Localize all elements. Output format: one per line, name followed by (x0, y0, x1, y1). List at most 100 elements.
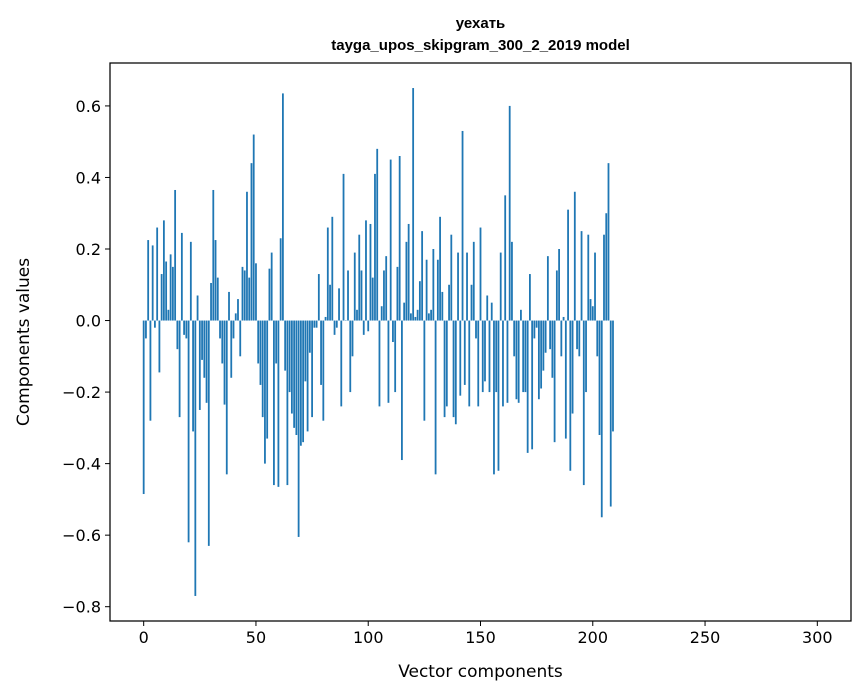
bar-24 (196, 295, 199, 321)
bar-150 (479, 227, 482, 321)
bar-6 (156, 227, 159, 321)
bar-128 (430, 309, 432, 321)
bar-12 (169, 254, 172, 321)
bar-156 (493, 320, 495, 475)
bar-129 (432, 249, 435, 321)
bar-8 (160, 274, 163, 321)
bar-10 (165, 261, 168, 321)
bar-64 (286, 320, 289, 486)
bar-76 (313, 320, 316, 328)
x-axis-ticks: 0 50 100 150 200 250 300 (139, 621, 833, 647)
bar-93 (351, 320, 354, 357)
bar-91 (347, 270, 349, 321)
bar-19 (185, 320, 188, 339)
bar-49 (252, 134, 255, 321)
bar-207 (607, 163, 610, 321)
bar-44 (241, 266, 244, 321)
x-tick-label: 50 (246, 628, 266, 647)
bar-168 (520, 309, 522, 321)
bar-22 (192, 320, 194, 432)
plot-frame (109, 62, 852, 622)
bar-32 (214, 240, 217, 321)
bar-183 (553, 320, 556, 443)
bar-71 (302, 320, 305, 443)
bar-13 (171, 266, 174, 321)
bar-52 (259, 320, 262, 385)
bar-56 (268, 268, 271, 321)
bar-134 (443, 320, 446, 418)
bar-158 (497, 320, 500, 471)
bar-9 (162, 220, 165, 321)
bar-132 (439, 216, 441, 321)
bar-17 (180, 232, 183, 321)
bar-164 (511, 241, 513, 321)
y-tick-label: 0.0 (76, 312, 101, 331)
bar-171 (526, 320, 529, 453)
bar-34 (219, 320, 221, 339)
y-tick-label: −0.4 (62, 455, 101, 474)
bar-98 (362, 320, 365, 335)
bar-31 (212, 189, 215, 321)
bar-79 (320, 320, 322, 385)
bar-1 (145, 320, 147, 339)
bar-135 (445, 320, 448, 407)
bar-82 (326, 227, 329, 321)
bar-185 (558, 249, 560, 321)
bar-199 (589, 299, 592, 321)
bar-143 (463, 320, 466, 385)
bar-15 (176, 320, 179, 350)
x-tick-label: 150 (465, 628, 496, 647)
bar-176 (537, 320, 540, 400)
bar-145 (468, 320, 471, 407)
bar-196 (582, 320, 585, 486)
bar-155 (490, 302, 493, 321)
bar-205 (603, 234, 605, 321)
bar-182 (551, 320, 554, 378)
bar-73 (306, 320, 309, 432)
bar-86 (335, 320, 338, 328)
bar-173 (531, 320, 534, 450)
bar-189 (567, 209, 569, 321)
bar-165 (513, 320, 516, 357)
bar-159 (499, 252, 502, 321)
y-tick-label: 0.2 (76, 240, 101, 259)
bar-206 (605, 213, 608, 321)
bar-48 (250, 163, 253, 321)
bar-109 (387, 320, 390, 403)
bar-72 (304, 320, 307, 382)
bar-140 (457, 252, 459, 321)
bar-131 (436, 259, 439, 321)
bar-60 (277, 320, 280, 487)
bar-70 (299, 320, 302, 446)
bar-122 (416, 309, 419, 321)
bar-142 (461, 130, 464, 321)
bar-200 (591, 306, 594, 321)
bar-23 (194, 320, 197, 596)
bar-166 (515, 320, 518, 400)
chart-title-line-2: tayga_upos_skipgram_300_2_2019 model (331, 37, 630, 54)
chart-title-line-1: уехать (456, 15, 506, 32)
bar-46 (246, 191, 248, 321)
bar-154 (488, 320, 491, 393)
bar-94 (353, 252, 356, 321)
bar-69 (297, 320, 300, 537)
bar-87 (338, 288, 340, 321)
bar-126 (425, 259, 428, 321)
bar-26 (201, 320, 203, 360)
bar-117 (405, 241, 408, 321)
bar-170 (524, 320, 527, 393)
bar-188 (564, 320, 567, 439)
bar-57 (270, 252, 273, 321)
bar-62 (282, 93, 284, 321)
x-axis-label: Vector components (398, 662, 563, 682)
bar-37 (225, 320, 228, 475)
bar-197 (585, 320, 587, 393)
bar-45 (243, 270, 246, 321)
bar-83 (329, 284, 331, 321)
bar-106 (380, 306, 383, 321)
bar-59 (275, 320, 278, 364)
bar-series (142, 88, 614, 596)
x-tick-label: 250 (690, 628, 721, 647)
bar-3 (149, 320, 152, 421)
